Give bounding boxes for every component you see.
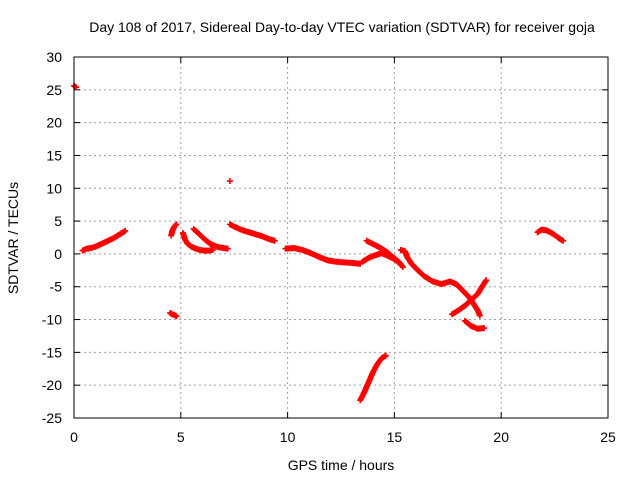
y-tick-label: 20 — [46, 115, 62, 131]
y-tick-label: -25 — [42, 410, 62, 426]
data-point — [173, 313, 180, 320]
y-axis-label: SDTVAR / TECUs — [5, 182, 21, 294]
data-point — [172, 222, 179, 229]
y-tick-label: 15 — [46, 147, 62, 163]
data-point — [476, 312, 483, 319]
x-tick-label: 10 — [280, 429, 296, 445]
x-axis-label: GPS time / hours — [288, 457, 395, 473]
series-arc-k — [363, 237, 406, 271]
data-point — [560, 237, 567, 244]
y-tick-label: 30 — [46, 49, 62, 65]
data-point — [173, 221, 180, 228]
data-points — [71, 82, 567, 404]
x-tick-label: 15 — [387, 429, 403, 445]
data-point — [481, 325, 488, 332]
data-point — [271, 237, 278, 244]
data-point — [224, 245, 231, 252]
series-arc-m — [449, 277, 490, 318]
series-arc-e — [179, 229, 216, 254]
series-arc-p — [534, 226, 567, 244]
series-arc-c — [168, 221, 180, 239]
y-tick-label: -10 — [42, 312, 62, 328]
y-tick-label: 5 — [54, 213, 62, 229]
series-arc-i — [282, 245, 364, 267]
data-point — [122, 227, 129, 234]
series-arc-g — [226, 178, 233, 185]
series-arc-o — [357, 352, 389, 404]
series-arc-n — [461, 317, 488, 332]
x-tick-label: 20 — [493, 429, 509, 445]
series-arc-a — [71, 82, 80, 91]
series-arc-f — [190, 225, 231, 252]
x-tick-label: 5 — [177, 429, 185, 445]
plot-frame — [73, 56, 609, 419]
series-arc-b — [79, 227, 129, 254]
y-tick-label: 0 — [54, 246, 62, 262]
x-tick-label: 25 — [600, 429, 616, 445]
y-tick-label: -20 — [42, 377, 62, 393]
series-arc-d — [167, 309, 180, 320]
axis-ticks: 0 5 10 15 20 25 -25 -20 -15 -10 -5 0 5 10 15 20 25 30 — [42, 49, 616, 445]
chart-title: Day 108 of 2017, Sidereal Day-to-day VTE… — [89, 19, 595, 35]
y-tick-label: 10 — [46, 180, 62, 196]
series-arc-l — [397, 246, 483, 319]
data-point — [399, 264, 406, 271]
data-point — [483, 277, 490, 284]
data-point — [399, 262, 406, 269]
series-arc-h — [226, 221, 278, 244]
data-point — [226, 178, 233, 185]
grid-lines — [74, 57, 608, 418]
y-tick-label: -15 — [42, 344, 62, 360]
y-tick-label: 25 — [46, 82, 62, 98]
x-tick-label: 0 — [70, 429, 78, 445]
y-tick-label: -5 — [50, 279, 63, 295]
data-point — [382, 352, 389, 359]
